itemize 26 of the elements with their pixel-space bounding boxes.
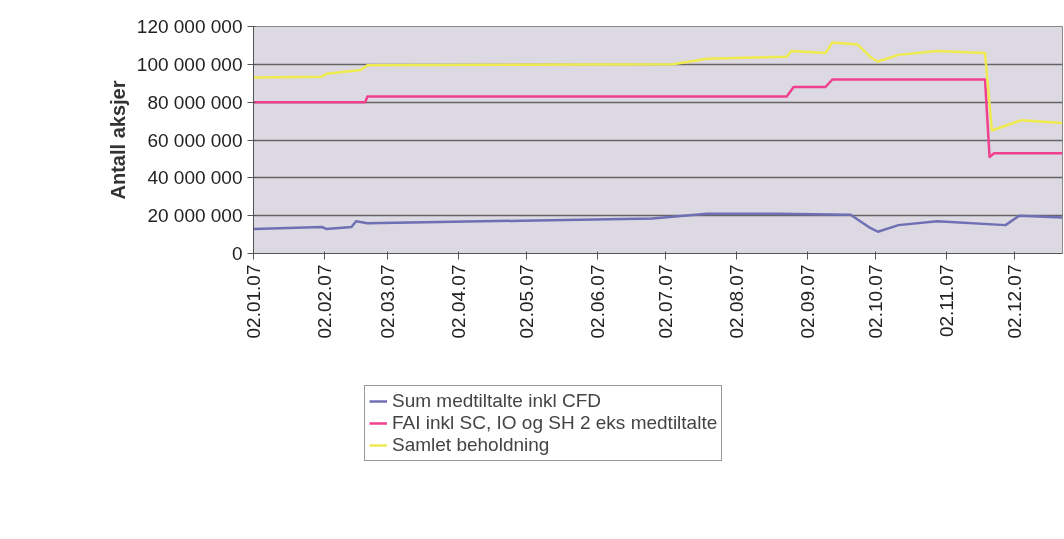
legend-label: Samlet beholdning: [392, 434, 550, 456]
x-tick-label: 02.07.07: [655, 264, 677, 339]
x-tick-label: 02.10.07: [865, 264, 887, 339]
y-tick-label: 60 000 000: [147, 129, 243, 151]
x-tick-label: 02.08.07: [726, 264, 748, 339]
x-tick-label: 02.12.07: [1004, 264, 1026, 339]
x-tick-label: 02.01.07: [243, 264, 264, 339]
x-tick-label: 02.06.07: [587, 264, 609, 339]
legend-label: Sum medtiltalte inkl CFD: [392, 390, 602, 412]
line-series: [253, 78, 1063, 159]
x-tick-label: 02.02.07: [313, 264, 335, 339]
x-tick-label: 02.04.07: [448, 264, 470, 339]
x-tick-label: 02.05.07: [516, 264, 538, 339]
x-tick-label: 02.03.07: [377, 264, 399, 339]
x-tick-label: 02.09.07: [796, 264, 818, 339]
line-series: [253, 212, 1063, 233]
y-tick-label: 120 000 000: [136, 16, 243, 37]
x-tick-label: 02.11.07: [935, 264, 957, 338]
y-tick-label: 20 000 000: [147, 205, 243, 227]
y-tick-label: 40 000 000: [147, 167, 243, 189]
y-tick-label: 0: [231, 243, 243, 264]
y-axis-title: Antall aksjer: [106, 80, 129, 200]
y-tick-label: 100 000 000: [136, 53, 243, 75]
y-tick-label: 80 000 000: [147, 91, 243, 113]
legend-label: FAI inkl SC, IO og SH 2 eks medtiltalte: [392, 412, 718, 434]
line-series: [253, 41, 1063, 132]
